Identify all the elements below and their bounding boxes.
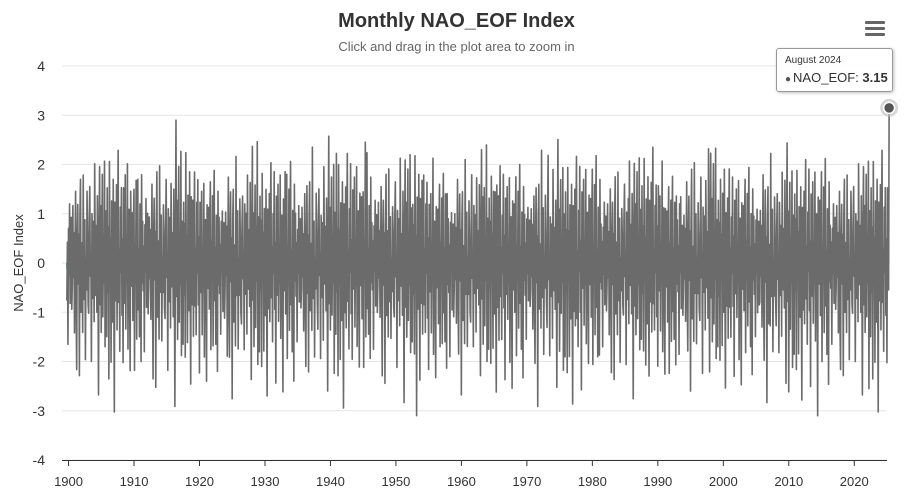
menu-bar: [865, 27, 885, 30]
chart-subtitle: Click and drag in the plot area to zoom …: [338, 39, 575, 54]
x-tick-label: 1950: [381, 474, 410, 489]
x-tick-label: 1930: [251, 474, 280, 489]
chart-title: Monthly NAO_EOF Index: [338, 10, 575, 32]
tooltip-row: ● NAO_EOF: 3.15: [785, 70, 888, 88]
y-tick-label: -2: [33, 354, 46, 370]
y-axis-title: NAO_EOF Index: [11, 214, 26, 312]
y-tick-label: 1: [37, 206, 45, 222]
y-tick-label: 4: [37, 58, 45, 74]
x-tick-label: 1920: [185, 474, 214, 489]
menu-bar: [865, 21, 885, 24]
menu-bar: [865, 33, 885, 36]
x-tick-label: 2010: [774, 474, 803, 489]
x-tick-label: 2000: [709, 474, 738, 489]
y-tick-label: 2: [37, 157, 45, 173]
x-tick-label: 1990: [643, 474, 672, 489]
x-tick-label: 1980: [578, 474, 607, 489]
hover-marker: [880, 98, 899, 117]
y-tick-label: 0: [37, 255, 45, 271]
hamburger-menu-icon[interactable]: [862, 18, 888, 40]
x-tick-label: 2020: [840, 474, 869, 489]
series-dot-icon: ●: [785, 74, 792, 85]
tooltip-series-label: NAO_EOF:: [793, 70, 863, 85]
x-tick-label: 1970: [512, 474, 541, 489]
y-tick-label: -1: [33, 304, 46, 320]
tooltip-date: August 2024: [785, 55, 842, 66]
x-tick-label: 1960: [447, 474, 476, 489]
y-tick-label: 3: [37, 107, 45, 123]
x-tick-label: 1900: [54, 474, 83, 489]
tooltip: August 2024 ● NAO_EOF: 3.15: [776, 48, 893, 92]
x-tick-label: 1940: [316, 474, 345, 489]
y-tick-label: -3: [33, 403, 46, 419]
tooltip-value: 3.15: [862, 70, 888, 85]
x-tick-label: 1910: [120, 474, 149, 489]
series-line: [66, 107, 890, 417]
data-point: [882, 101, 896, 115]
series-nao-eof[interactable]: [66, 107, 890, 417]
y-tick-label: -4: [33, 452, 46, 468]
axes: -4 -3 -2 -1 0 1 2 3 4 1900 1910 1920 1930 1940 1950 196…: [11, 58, 887, 489]
